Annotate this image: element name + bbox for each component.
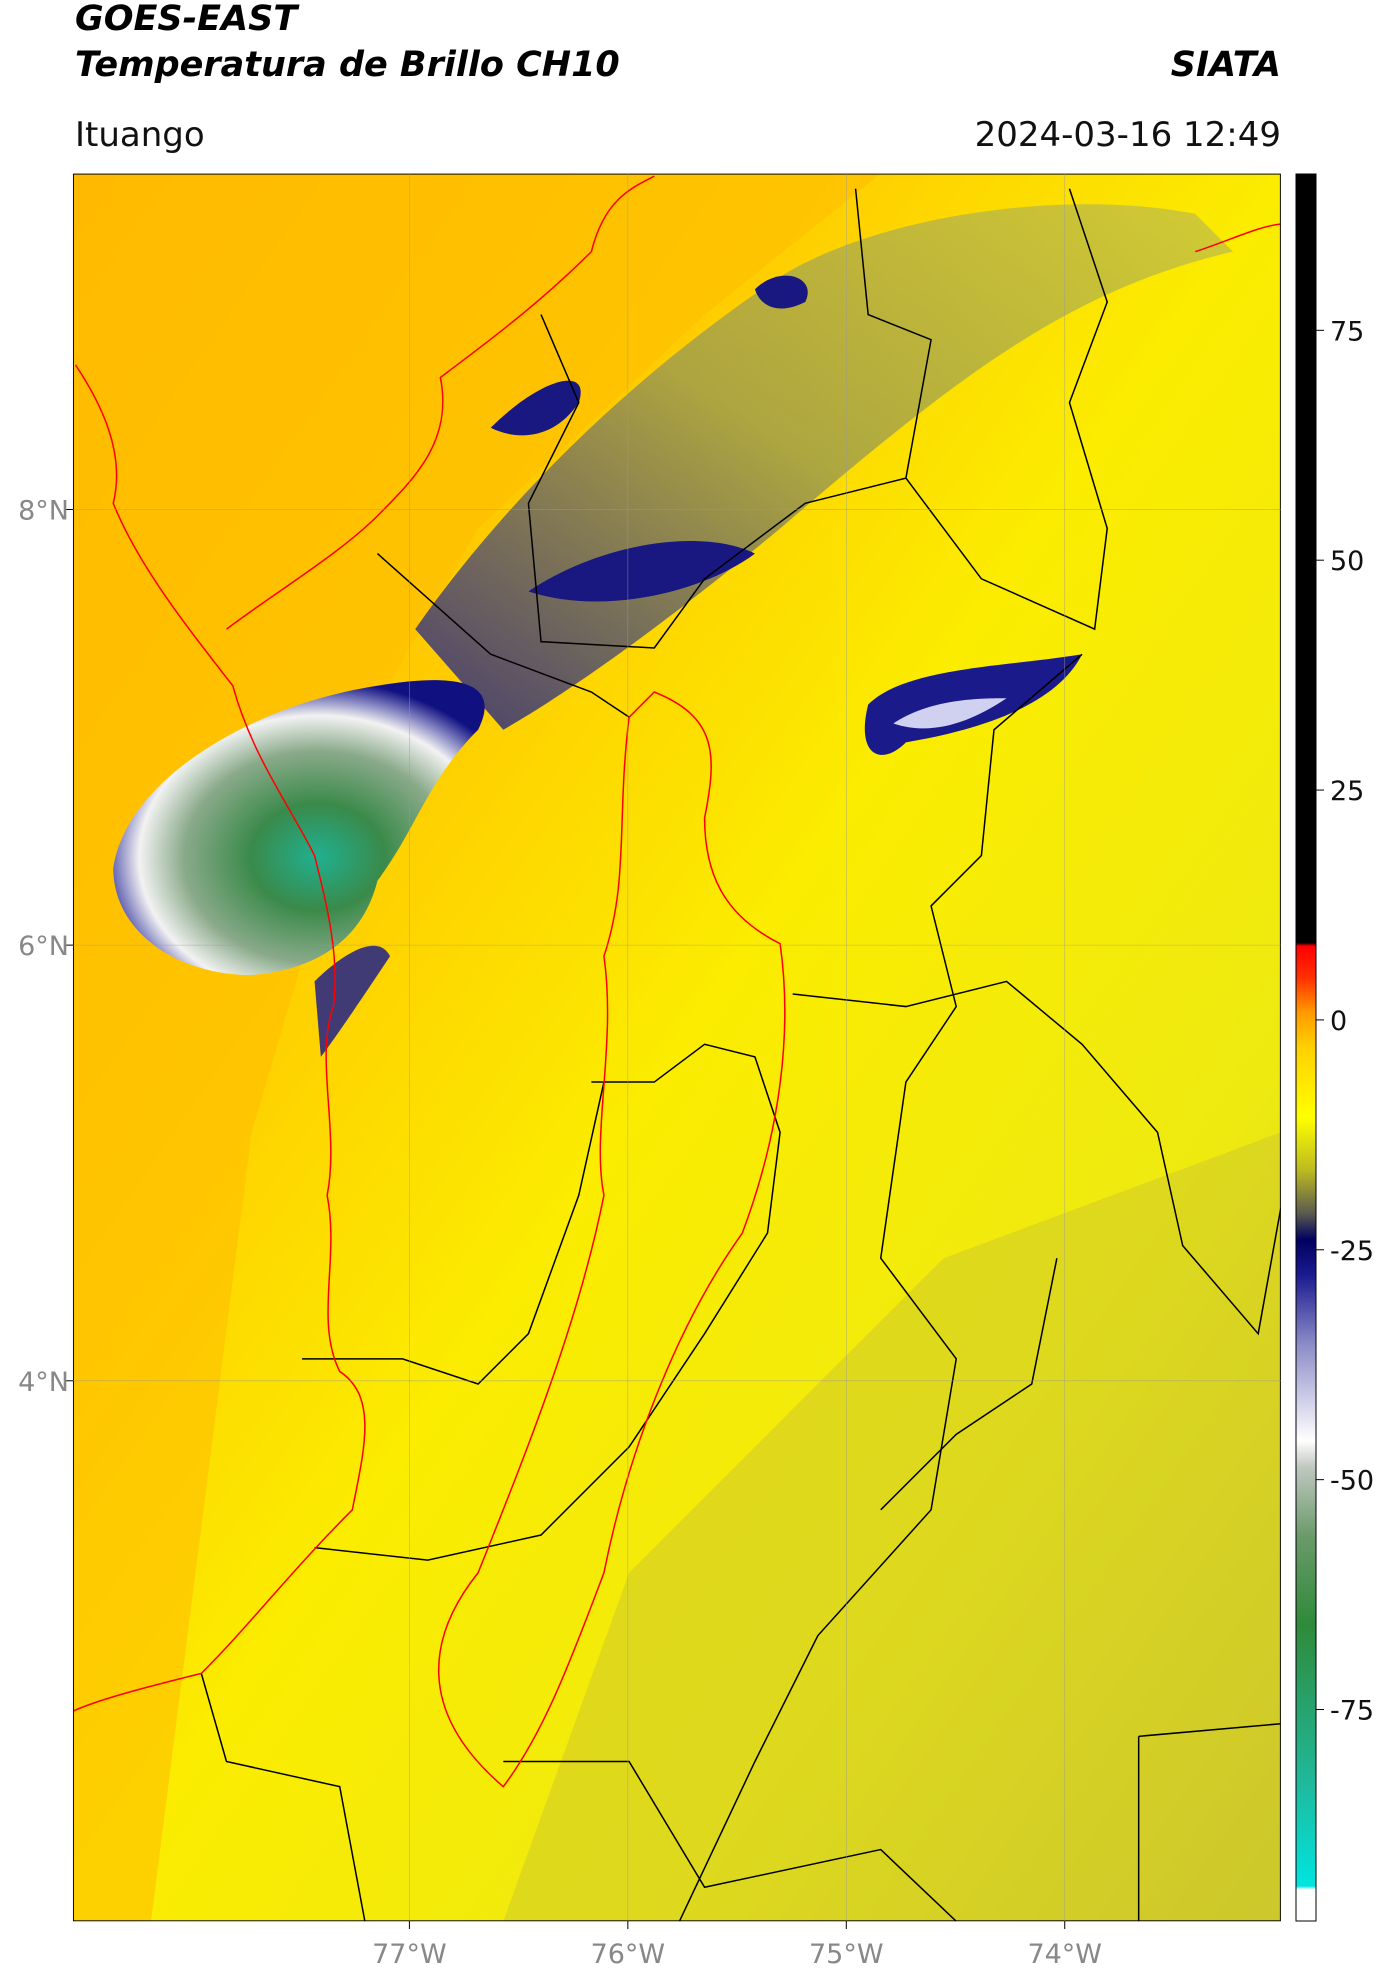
datetime: 2024-03-16 12:49	[975, 115, 1281, 155]
y-tick-label: 4°N	[18, 1367, 69, 1398]
y-tick-label: 8°N	[18, 495, 69, 526]
subtitle: Temperatura de Brillo CH10	[75, 45, 620, 85]
x-tick-label: 75°W	[809, 1939, 884, 1970]
y-tick-label: 6°N	[18, 931, 69, 962]
x-tick-label: 74°W	[1027, 1939, 1102, 1970]
colorbar-tick-label: 75	[1330, 316, 1364, 347]
colorbar-tick-label: 0	[1330, 1006, 1347, 1037]
title: GOES-EAST	[75, 0, 300, 39]
colorbar-tick-label: 50	[1330, 546, 1364, 577]
x-tick-label: 77°W	[372, 1939, 447, 1970]
colorbar-tick-label: -50	[1330, 1466, 1374, 1497]
location: Ituango	[75, 115, 205, 155]
colorbar	[1295, 173, 1317, 1922]
source: SIATA	[1171, 45, 1281, 85]
x-tick-label: 76°W	[591, 1939, 666, 1970]
colorbar-tick-label: -75	[1330, 1696, 1374, 1727]
colorbar-tick-label: 25	[1330, 776, 1364, 807]
map-image	[72, 173, 1281, 1922]
colorbar-tick-label: -25	[1330, 1236, 1374, 1267]
